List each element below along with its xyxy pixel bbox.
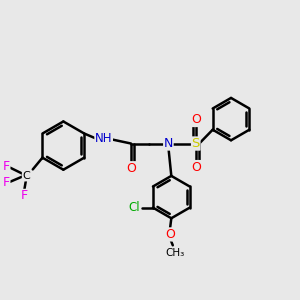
Text: F: F	[20, 189, 28, 203]
Text: O: O	[165, 228, 175, 241]
Text: O: O	[191, 113, 201, 127]
Text: NH: NH	[95, 132, 112, 145]
Text: CH₃: CH₃	[166, 248, 185, 258]
Text: S: S	[191, 137, 200, 150]
Text: C: C	[22, 171, 30, 181]
Text: F: F	[3, 176, 10, 189]
Text: N: N	[164, 137, 173, 150]
Text: Cl: Cl	[129, 201, 140, 214]
Text: F: F	[3, 160, 10, 173]
Text: O: O	[126, 162, 136, 175]
Text: O: O	[191, 160, 201, 174]
